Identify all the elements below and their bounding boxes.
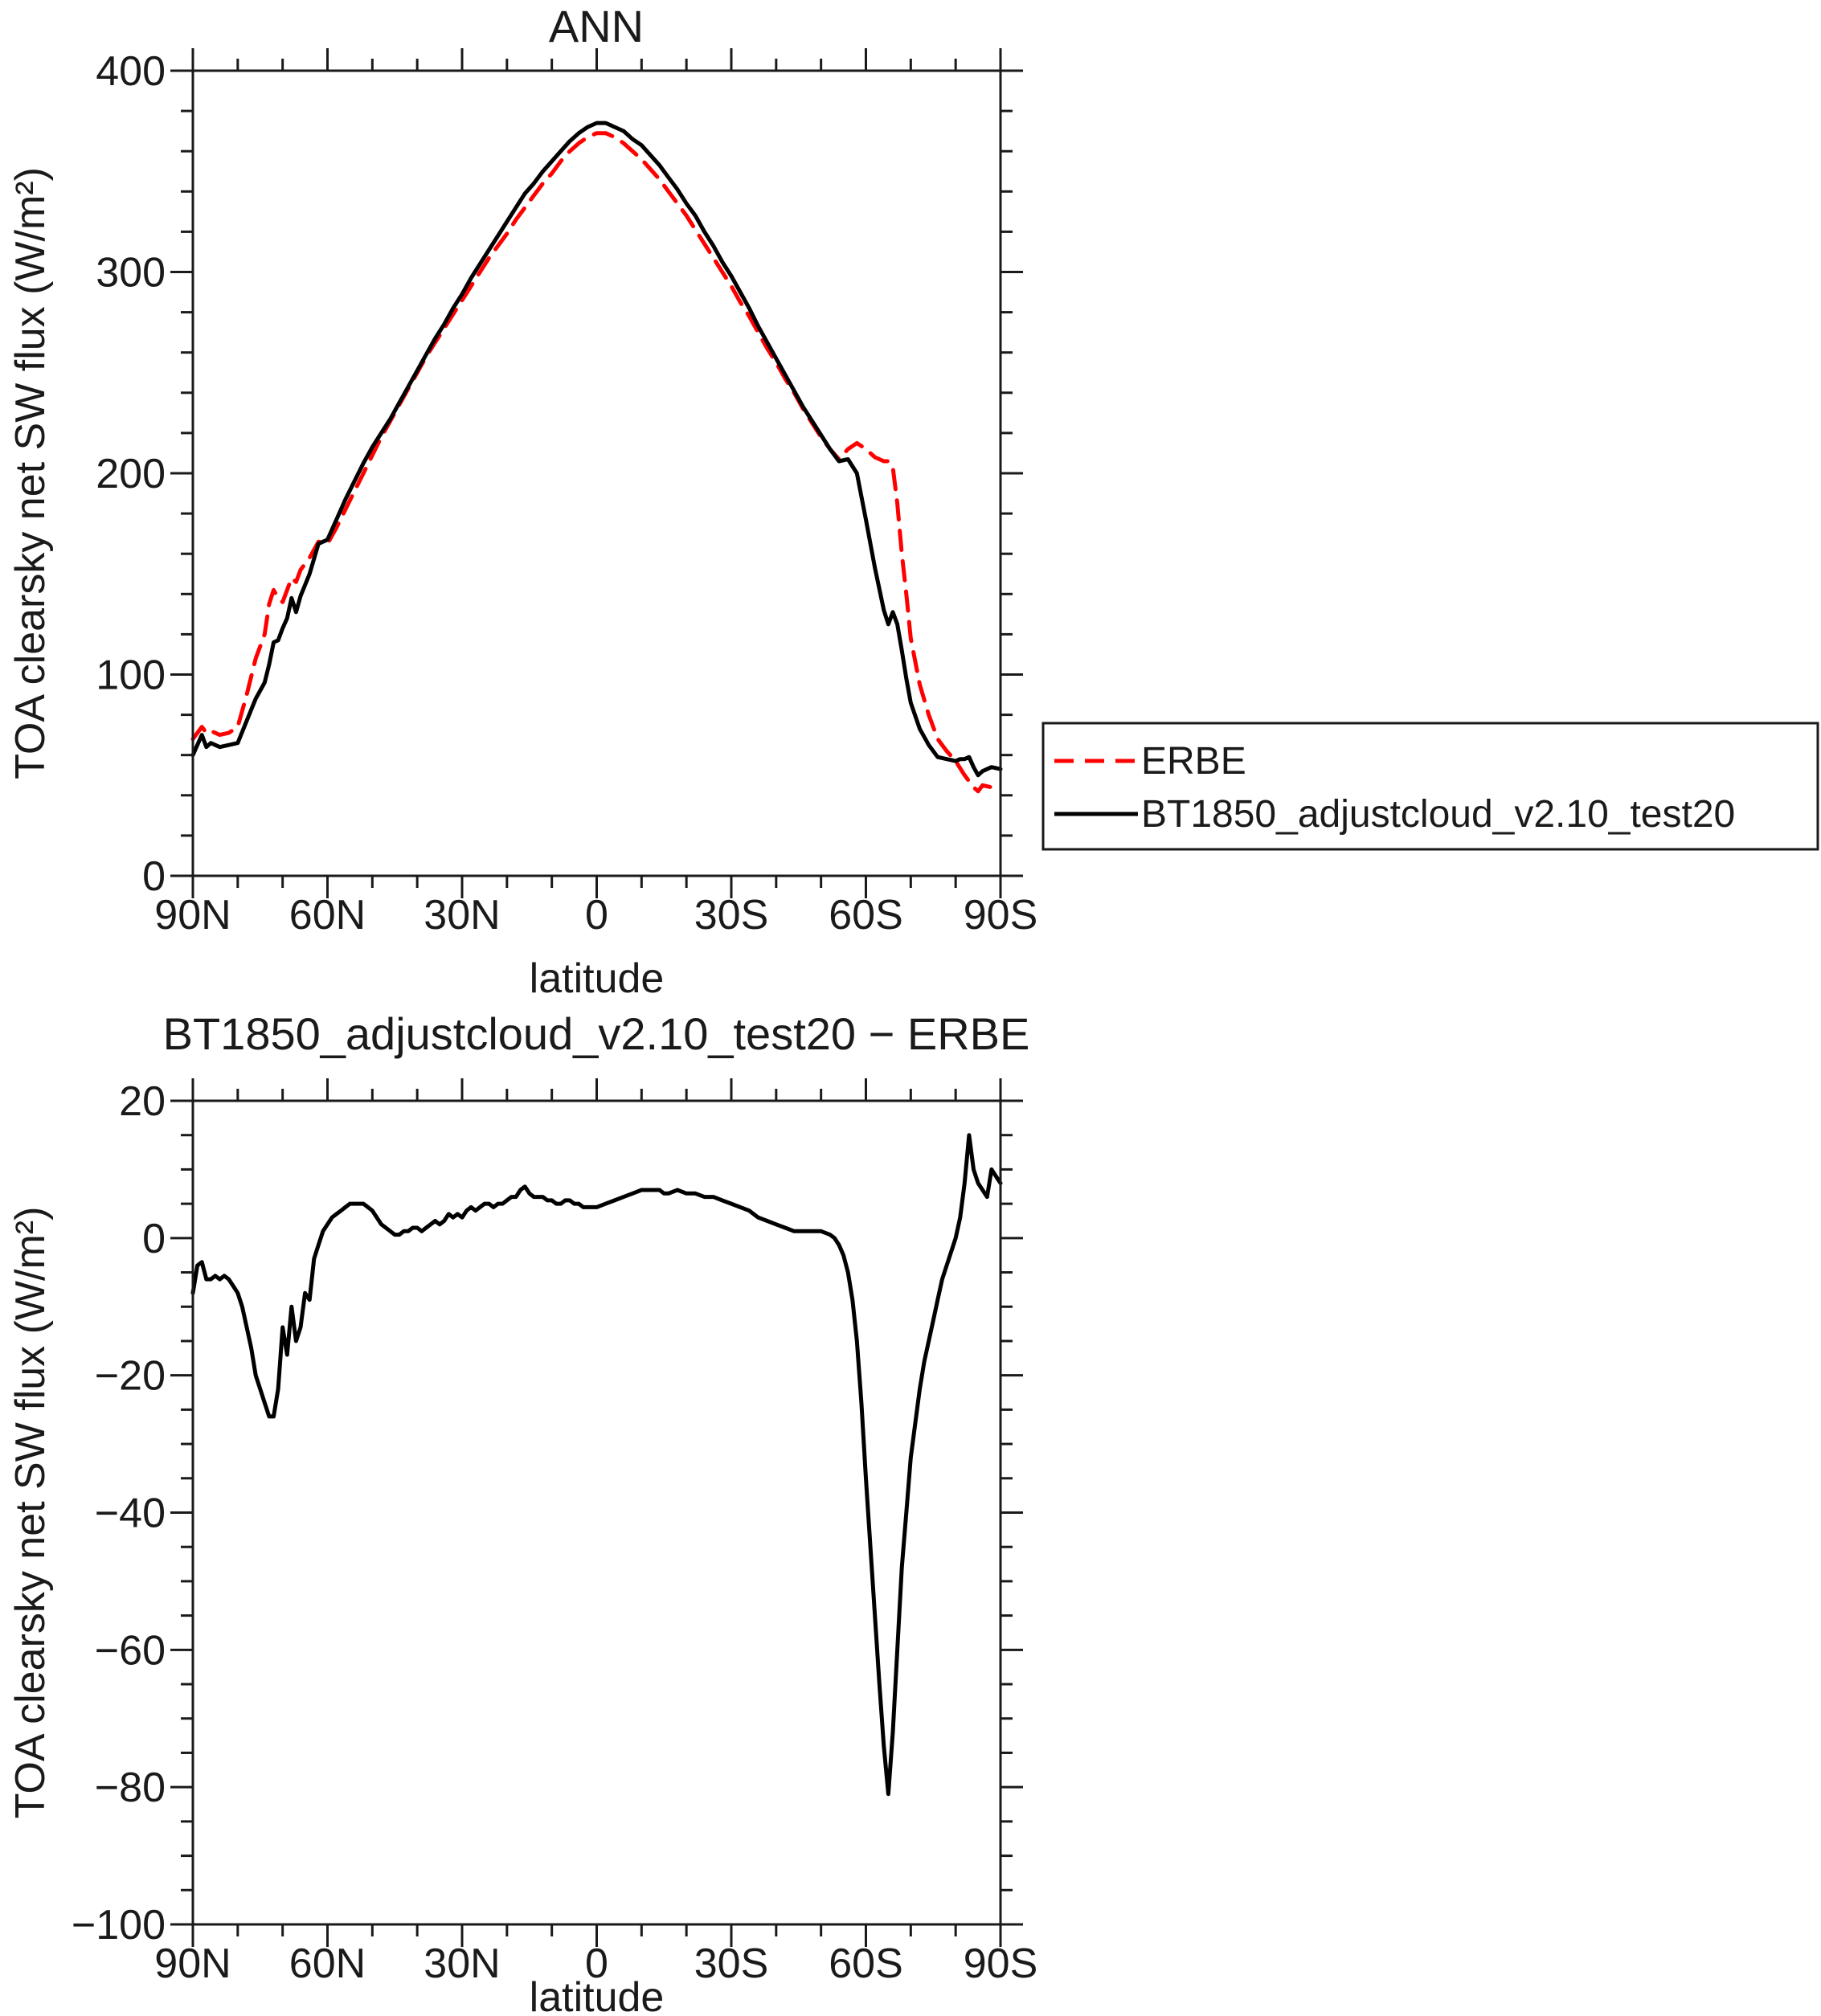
x-tick-label: 30N: [424, 1940, 500, 1987]
plot-frame: [191, 69, 1002, 877]
chart-title: ANN: [549, 1, 644, 51]
model-minus-erbe-chart: 90N 60N 30N 0 30S 60S 90S −100 −80 −60 −40 −20 0 20 la…: [7, 1008, 1037, 2016]
x-tick-label: 30S: [694, 892, 769, 938]
y-tick-label: −60: [95, 1627, 166, 1674]
x-tick-label: 90N: [154, 892, 231, 938]
y-tick-label: 0: [142, 1216, 166, 1262]
y-tick-label: 400: [96, 48, 166, 95]
y-tick-label: −100: [72, 1902, 166, 1949]
axis-text-layer: 90N 60N 30N 0 30S 60S 90S −100 −80 −60 −40 −20 0 20 la…: [7, 1008, 1037, 2016]
x-tick-label: 60S: [829, 1940, 903, 1987]
x-tick-label: 30S: [694, 1940, 769, 1987]
legend-label: ERBE: [1141, 740, 1246, 783]
axis-text-layer: 90N 60N 30N 0 30S 60S 90S 0 100 200 300 400 latitude…: [7, 1, 1037, 996]
x-axis-label: latitude: [530, 1974, 665, 2016]
x-axis-label: latitude: [530, 955, 665, 996]
y-axis-label: TOA clearsky net SW flux (W/m²): [7, 1207, 54, 1819]
x-tick-label: 0: [585, 892, 608, 938]
x-tick-label: 90S: [964, 892, 1038, 938]
model-series-line: [190, 121, 1003, 778]
axes-frame: [170, 48, 1023, 898]
y-tick-label: 20: [119, 1078, 166, 1125]
x-tick-label: 60N: [289, 892, 366, 938]
legend-box: [1041, 722, 1819, 851]
legend-label: BT1850_adjustcloud_v2.10_test20: [1141, 793, 1735, 836]
series-layer: [190, 1133, 1003, 1797]
axes-frame: [170, 1078, 1023, 1947]
x-tick-label: 60N: [289, 1940, 366, 1987]
y-tick-label: −20: [95, 1353, 166, 1400]
x-tick-label: 90N: [154, 1940, 231, 1987]
y-tick-label: −80: [95, 1765, 166, 1811]
y-tick-label: 300: [96, 250, 166, 296]
y-tick-label: 0: [142, 853, 166, 900]
series-layer: [190, 121, 1003, 794]
difference-series-line: [190, 1133, 1003, 1797]
x-tick-label: 60S: [829, 892, 903, 938]
erbe-series-line: [190, 131, 1003, 794]
y-tick-label: 100: [96, 652, 166, 699]
chart-title: BT1850_adjustcloud_v2.10_test20 − ERBE: [163, 1008, 1030, 1059]
x-tick-label: 30N: [424, 892, 500, 938]
legend: ERBE BT1850_adjustcloud_v2.10_test20: [1041, 722, 1819, 851]
ann-flux-chart: 90N 60N 30N 0 30S 60S 90S 0 100 200 300 400 latitude…: [7, 1, 1819, 996]
y-tick-label: 200: [96, 451, 166, 497]
plot-frame: [191, 1099, 1002, 1926]
y-tick-label: −40: [95, 1491, 166, 1537]
x-tick-label: 90S: [964, 1940, 1038, 1987]
x-tick-label: 0: [585, 1940, 608, 1987]
y-axis-label: TOA clearsky net SW flux (W/m²): [7, 167, 54, 779]
